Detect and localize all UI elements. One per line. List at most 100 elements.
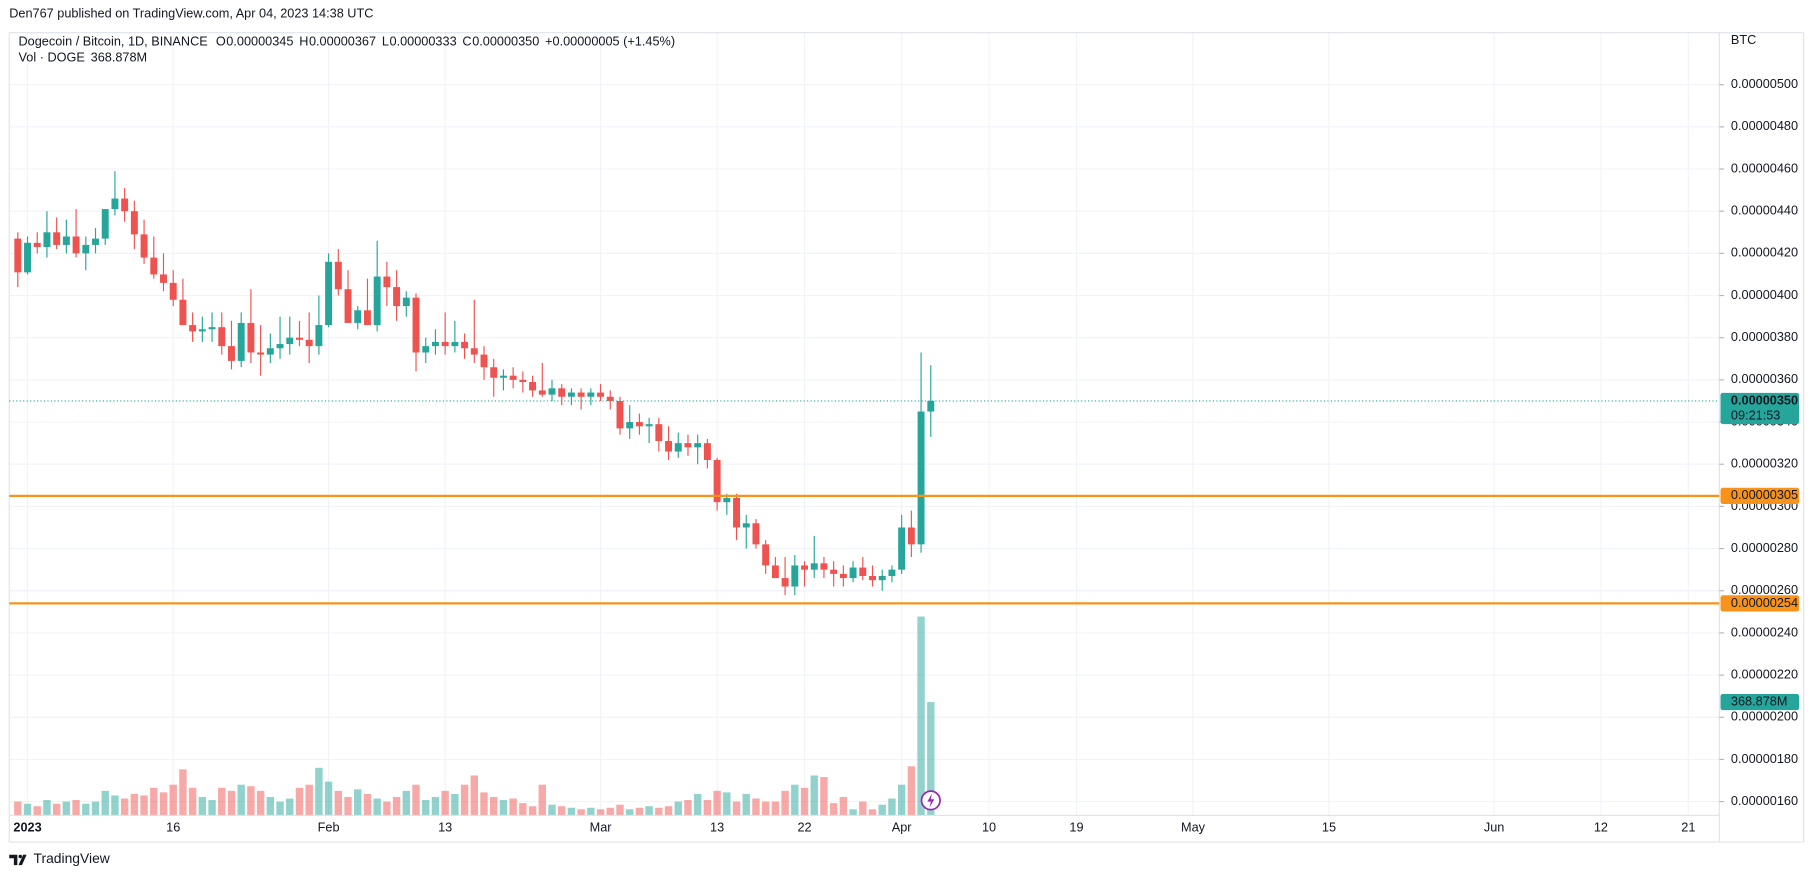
volume-bar (23, 803, 32, 816)
candle-body (597, 392, 605, 397)
candle-body (684, 443, 692, 448)
logo-mark (9, 854, 27, 866)
candle-body (839, 573, 847, 579)
logo (9, 854, 27, 866)
y-tick-label: 0.00000500 (1731, 76, 1798, 91)
candle-body (208, 327, 216, 330)
volume-bar (72, 800, 80, 816)
candle-body (82, 244, 90, 254)
volume-bar (781, 790, 789, 816)
y-tick-label: 0.00000360 (1731, 371, 1798, 386)
y-tick-label: 0.00000200 (1731, 709, 1798, 724)
candle-body (888, 569, 896, 576)
axis-layer: 0.00000160 0.00000180 0.00000200 0.00000220… (13, 76, 1798, 834)
candle-body (276, 344, 284, 349)
candle-body (218, 327, 226, 347)
candle-body (198, 329, 206, 332)
volume-bar (33, 806, 41, 816)
volume-bar (752, 798, 760, 816)
volume-bar (499, 800, 508, 816)
candle-body (645, 424, 653, 427)
candle-body (412, 297, 420, 353)
candle-body (14, 238, 22, 273)
candle-body (461, 341, 469, 349)
candle-body (150, 257, 158, 275)
candle-body (742, 523, 750, 528)
y-tick-label: 0.00000460 (1731, 160, 1798, 175)
volume-bar (907, 766, 916, 816)
candle-body (257, 352, 265, 355)
candle-body (393, 287, 401, 307)
candle-body (480, 354, 488, 368)
volume-bar (655, 807, 663, 816)
volume-bar (179, 769, 187, 816)
candle-body (470, 348, 478, 355)
volume-bar (266, 796, 275, 816)
candle-body (344, 289, 352, 323)
attribution: Den767 published on TradingView.com, Apr… (9, 6, 373, 21)
x-tick-label: Apr (892, 820, 913, 835)
candle-body (820, 563, 828, 570)
volume-bar (645, 806, 653, 816)
volume-bar (859, 801, 867, 816)
volume-bar (150, 787, 158, 816)
volume-bar (587, 807, 595, 816)
volume-bar (198, 796, 207, 816)
volume-bar (276, 801, 284, 816)
y-tick-label: 0.00000240 (1731, 624, 1798, 639)
candle-body (451, 341, 459, 347)
volume-bar (470, 775, 478, 816)
candle-body (130, 211, 138, 235)
candle-body (305, 339, 313, 347)
candle-body (286, 337, 294, 345)
candle-body (237, 322, 245, 361)
legend-value: 0.00000345 (226, 33, 293, 48)
candle-body (655, 424, 663, 442)
volume-bar (441, 790, 449, 816)
y-tick-label: 0.00000380 (1731, 329, 1798, 344)
candle-body (101, 209, 109, 239)
candle-body (878, 575, 886, 581)
candle-body (898, 527, 906, 570)
candle-body (383, 276, 391, 288)
x-tick-label: 13 (438, 820, 452, 835)
legend-key: L (382, 33, 389, 48)
volume-bar (635, 807, 644, 816)
candle-body (140, 234, 148, 258)
candle-body (334, 261, 342, 290)
legend-value: 0.00000350 (472, 33, 539, 48)
volume-bar (354, 789, 362, 816)
volume-bar (800, 787, 809, 816)
currency: BTC (1731, 32, 1756, 47)
y-tick-label: 0.00000180 (1731, 751, 1798, 766)
volume-bar (868, 809, 877, 816)
candle-body (548, 388, 556, 395)
candle-body (762, 544, 770, 566)
candle-body (121, 198, 129, 212)
volume-bar (888, 798, 896, 816)
volume-bar (577, 809, 585, 816)
y-tick-label: 0.00000160 (1731, 793, 1798, 808)
legend-change: +0.00000005 (+1.45%) (545, 33, 675, 48)
volume-bar (140, 795, 148, 816)
volume-bar (237, 784, 245, 816)
brand: TradingView (34, 850, 111, 866)
volume-bar (664, 806, 673, 816)
candle-body (354, 310, 362, 323)
legend-title: Dogecoin / Bitcoin, 1D, BINANCE (19, 33, 208, 48)
volume-bar (528, 806, 537, 816)
x-tick-label: Jun (1484, 820, 1504, 835)
volume-bar (111, 795, 119, 816)
candle-body (567, 392, 575, 397)
volume-bar (761, 801, 770, 816)
volume-bar (344, 796, 352, 816)
volume-bar (810, 775, 818, 816)
x-tick-label: Feb (318, 820, 340, 835)
volume-bar (713, 790, 721, 816)
volume-bar (460, 784, 469, 816)
candle-body (752, 523, 760, 545)
candle-body (509, 375, 517, 380)
volume-bar (606, 807, 614, 816)
y-tick-label: 0.00000320 (1731, 456, 1798, 471)
candle-body (694, 443, 702, 448)
